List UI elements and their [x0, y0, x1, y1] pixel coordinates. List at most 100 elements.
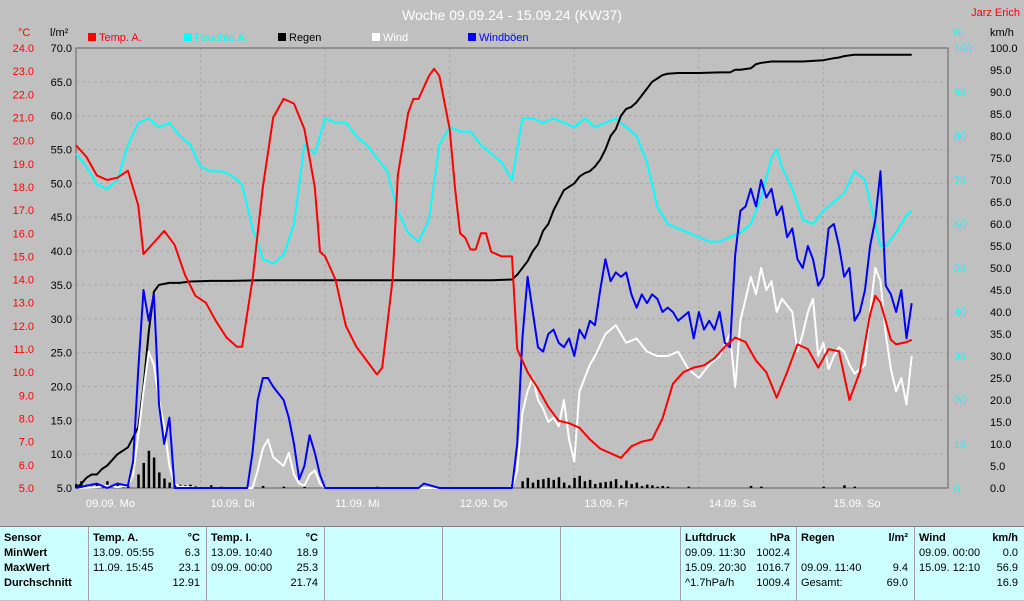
- wind-tick-label: 100.0: [990, 43, 1018, 55]
- rain-bar: [640, 485, 644, 488]
- rain-axis-ticks: 5.0 10.0 15.0 20.0 25.0 30.0 35.0 40.0 45.0 50.0 5…: [51, 43, 72, 495]
- stats-col-luftdruck: Luftdruck hPa 09.09. 11:30 1002.4 15.09. 2…: [680, 527, 796, 601]
- temp-a-min-time: 13.09. 05:55: [93, 547, 155, 559]
- rain-bar: [599, 482, 602, 488]
- temp-tick-label: 13.0: [13, 298, 34, 310]
- humidity-tick-label: 100: [954, 43, 972, 55]
- temp-tick-label: 9.0: [19, 390, 34, 402]
- rain-bar: [261, 485, 265, 488]
- rain-tick-label: 15.0: [51, 415, 72, 427]
- wind-tick-label: 20.0: [990, 395, 1011, 407]
- x-axis-labels: 09.09. Mo 10.09. Di 11.09. Mi 12.09. Do 13.0…: [86, 498, 881, 510]
- luftdruck-avg-value: 1009.4: [756, 577, 790, 589]
- rain-bar: [137, 474, 140, 488]
- rain-bar: [147, 450, 151, 488]
- temp-tick-label: 8.0: [19, 414, 34, 426]
- series-line-feuchte-a: [75, 117, 913, 265]
- rain-bar: [656, 486, 659, 488]
- series-lines: [75, 53, 913, 489]
- rain-bar: [75, 483, 78, 488]
- temp-tick-label: 24.0: [13, 43, 34, 55]
- rain-bar: [142, 462, 145, 488]
- rain-bar: [562, 482, 566, 488]
- x-day-label: 13.09. Fr: [584, 498, 628, 510]
- rain-bar: [749, 485, 753, 488]
- regen-max-value: 9.4: [892, 562, 908, 574]
- temp-tick-label: 23.0: [13, 66, 34, 78]
- humidity-tick-label: 60: [954, 219, 966, 231]
- temp-tick-label: 20.0: [13, 136, 34, 148]
- wind-tick-label: 40.0: [990, 307, 1011, 319]
- luftdruck-min-value: 1002.4: [756, 547, 790, 559]
- rain-bar: [630, 483, 633, 488]
- x-day-label: 11.09. Mi: [335, 498, 379, 510]
- x-day-label: 12.09. Do: [460, 498, 508, 510]
- rain-bar: [578, 475, 581, 488]
- legend-swatch: [184, 33, 192, 41]
- rain-bar: [573, 477, 576, 488]
- temp-tick-label: 10.0: [13, 367, 34, 379]
- stats-col-wind: Wind km/h 09.09. 00:00 0.0 15.09. 12:10 56.…: [914, 527, 1024, 601]
- wind-tick-label: 15.0: [990, 417, 1011, 429]
- rain-bar: [604, 481, 607, 488]
- rain-bar: [95, 483, 99, 488]
- temp-tick-label: 14.0: [13, 275, 34, 287]
- humidity-tick-label: 90: [954, 87, 966, 99]
- wind-max-time: 15.09. 12:10: [919, 562, 981, 574]
- wind-axis-ticks: 0.0 5.0 10.0 15.0 20.0 25.0 30.0 35.0 40.0 45.0 50…: [990, 43, 1018, 495]
- wind-tick-label: 0.0: [990, 483, 1005, 495]
- temp-i-min-time: 13.09. 10:40: [211, 547, 273, 559]
- wind-header: Wind: [919, 532, 946, 544]
- chart-author: Jarz Erich: [971, 7, 1020, 19]
- stats-col-regen: Regen l/m² 09.09. 11:40 9.4 Gesamt: 69.0: [796, 527, 914, 601]
- wind-tick-label: 10.0: [990, 439, 1011, 451]
- stats-col-empty-3: [560, 527, 680, 601]
- regen-unit: l/m²: [888, 532, 908, 544]
- temp-tick-label: 12.0: [13, 321, 34, 333]
- rain-tick-label: 65.0: [51, 77, 72, 89]
- temp-tick-label: 11.0: [13, 344, 34, 356]
- rain-bar: [158, 472, 161, 488]
- wind-tick-label: 45.0: [990, 285, 1011, 297]
- rain-bar: [651, 485, 654, 488]
- legend: Temp. A. Feuchte A. Regen Wind Windböen: [88, 32, 529, 44]
- rain-tick-label: 25.0: [51, 348, 72, 360]
- humidity-tick-label: 20: [954, 395, 966, 407]
- weather-chart: Woche 09.09.24 - 15.09.24 (KW37) Jarz Er…: [13, 7, 1020, 510]
- temp-a-header: Temp. A.: [93, 532, 139, 544]
- temp-a-max-value: 23.1: [178, 562, 200, 574]
- humidity-axis-unit: %: [953, 27, 963, 39]
- rain-bars: [75, 450, 857, 488]
- wind-avg-value: 16.9: [996, 577, 1018, 589]
- rain-bar: [189, 484, 192, 488]
- wind-tick-label: 80.0: [990, 131, 1011, 143]
- humidity-tick-label: 50: [954, 263, 966, 275]
- legend-label: Temp. A.: [99, 32, 142, 44]
- rain-bar: [614, 479, 618, 488]
- humidity-tick-label: 30: [954, 351, 966, 363]
- legend-label: Feuchte A.: [195, 32, 248, 44]
- regen-max-time: 09.09. 11:40: [801, 562, 862, 574]
- rain-bar: [645, 484, 649, 488]
- rain-bar: [168, 482, 171, 488]
- temp-a-max-time: 11.09. 15:45: [93, 562, 154, 574]
- rain-axis-unit: l/m²: [50, 27, 69, 39]
- wind-tick-label: 65.0: [990, 197, 1011, 209]
- luftdruck-trend: ^1.7hPa/h: [685, 577, 735, 589]
- wind-tick-label: 85.0: [990, 109, 1011, 121]
- series-line-temp-a: [75, 67, 913, 459]
- humidity-tick-label: 40: [954, 307, 966, 319]
- rain-tick-label: 40.0: [51, 246, 72, 258]
- temp-a-min-value: 6.3: [184, 547, 200, 559]
- rain-bar: [547, 477, 550, 488]
- rain-bar: [282, 486, 286, 488]
- temp-tick-label: 16.0: [13, 228, 34, 240]
- rain-bar: [106, 481, 109, 488]
- regen-total-value: 69.0: [886, 577, 908, 589]
- temp-tick-label: 21.0: [13, 112, 34, 124]
- stats-col-empty-2: [442, 527, 560, 601]
- rain-tick-label: 20.0: [51, 381, 72, 393]
- temp-tick-label: 18.0: [13, 182, 34, 194]
- rain-bar: [661, 485, 665, 488]
- humidity-tick-label: 70: [954, 175, 966, 187]
